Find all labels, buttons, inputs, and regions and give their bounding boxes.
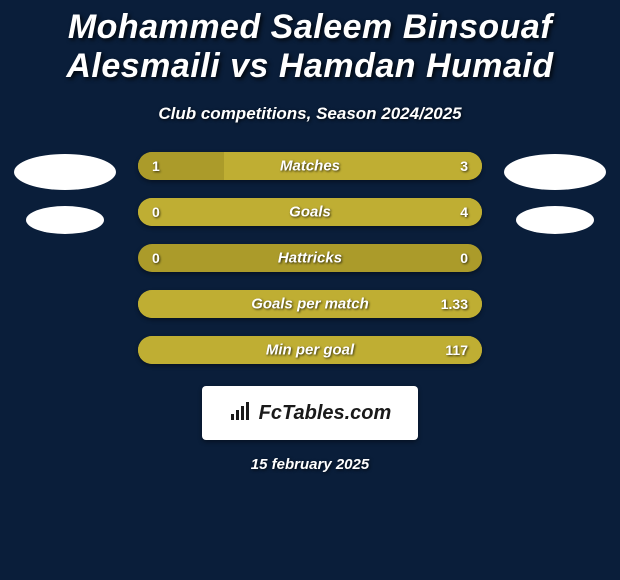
player-left-column	[10, 152, 120, 234]
stat-label: Hattricks	[138, 250, 482, 267]
stat-label: Goals	[138, 204, 482, 221]
player-avatar	[26, 206, 104, 234]
page-title: Mohammed Saleem Binsouaf Alesmaili vs Ha…	[0, 0, 620, 86]
stat-label: Min per goal	[138, 342, 482, 359]
stat-row: 117Min per goal	[138, 336, 482, 364]
player-right-column	[500, 152, 610, 234]
stat-row: 13Matches	[138, 152, 482, 180]
brand-text: FcTables.com	[259, 402, 392, 425]
comparison-grid: 13Matches 04Goals 00Hattricks 1.33Goals per…	[0, 152, 620, 364]
chart-bars-icon	[229, 400, 253, 427]
stat-row: 00Hattricks	[138, 244, 482, 272]
stat-label: Matches	[138, 158, 482, 175]
stat-row: 04Goals	[138, 198, 482, 226]
player-avatar	[14, 154, 116, 190]
stat-bars: 13Matches 04Goals 00Hattricks 1.33Goals per…	[138, 152, 482, 364]
date-text: 15 february 2025	[0, 456, 620, 473]
player-avatar	[504, 154, 606, 190]
subtitle: Club competitions, Season 2024/2025	[0, 104, 620, 124]
stat-label: Goals per match	[138, 296, 482, 313]
player-avatar	[516, 206, 594, 234]
brand-logo: FcTables.com	[202, 386, 418, 440]
stat-row: 1.33Goals per match	[138, 290, 482, 318]
